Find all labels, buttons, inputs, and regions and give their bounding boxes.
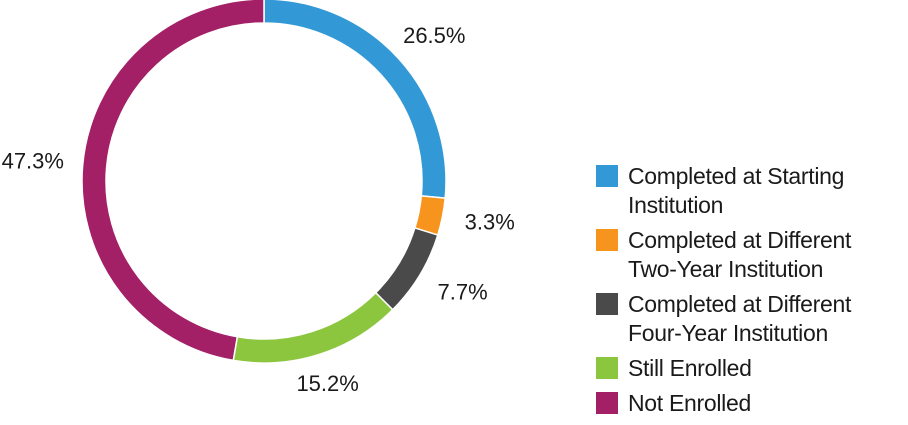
data-label-not-enrolled: 47.3% xyxy=(2,148,64,173)
legend-label-still-enrolled: Still Enrolled xyxy=(628,355,752,381)
legend-item-not-enrolled: Not Enrolled xyxy=(596,389,902,418)
legend-item-completed-four-year: Completed at Different Four-Year Institu… xyxy=(596,290,902,348)
legend-label-completed-two-year: Completed at Different Two-Year Institut… xyxy=(628,227,852,282)
slice-completed-four-year xyxy=(374,226,439,311)
legend-swatch-completed-two-year xyxy=(596,229,618,251)
legend-label-completed-four-year: Completed at Different Four-Year Institu… xyxy=(628,291,852,346)
data-label-completed-two-year: 3.3% xyxy=(465,210,515,235)
donut-slices xyxy=(81,0,447,364)
slice-not-enrolled xyxy=(81,0,265,362)
data-label-completed-starting: 26.5% xyxy=(403,23,465,48)
data-label-still-enrolled: 15.2% xyxy=(296,371,358,396)
legend-swatch-still-enrolled xyxy=(596,357,618,379)
legend-item-completed-two-year: Completed at Different Two-Year Institut… xyxy=(596,226,902,284)
legend-label-not-enrolled: Not Enrolled xyxy=(628,390,751,416)
legend-item-completed-starting: Completed at Starting Institution xyxy=(596,162,902,220)
donut-chart: 26.5% 3.3% 7.7% 15.2% 47.3% xyxy=(2,0,515,396)
donut-data-labels: 26.5% 3.3% 7.7% 15.2% 47.3% xyxy=(2,23,515,396)
legend-item-still-enrolled: Still Enrolled xyxy=(596,354,902,383)
legend-label-completed-starting: Completed at Starting Institution xyxy=(628,163,845,218)
slice-still-enrolled xyxy=(232,291,394,364)
legend-swatch-completed-four-year xyxy=(596,293,618,315)
chart-legend: Completed at Starting Institution Comple… xyxy=(596,162,902,424)
data-label-completed-four-year: 7.7% xyxy=(438,280,488,305)
legend-swatch-completed-starting xyxy=(596,165,618,187)
legend-swatch-not-enrolled xyxy=(596,392,618,414)
